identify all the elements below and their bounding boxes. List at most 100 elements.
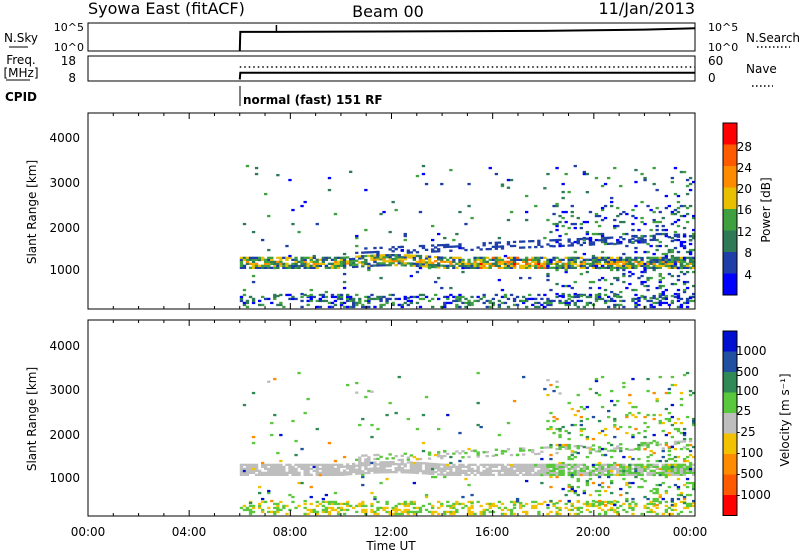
heatmap-cell bbox=[424, 255, 429, 258]
power-ytick-2000: 2000 bbox=[49, 221, 80, 235]
heatmap-cell bbox=[537, 471, 541, 474]
heatmap-cell bbox=[318, 305, 323, 309]
heatmap-cell bbox=[500, 473, 505, 476]
heatmap-cell bbox=[610, 264, 614, 267]
heatmap-cell bbox=[679, 421, 684, 425]
heatmap-cell bbox=[625, 465, 629, 469]
heatmap-cell bbox=[582, 241, 587, 244]
heatmap-cell bbox=[327, 471, 332, 474]
heatmap-cell bbox=[470, 506, 474, 510]
heatmap-cell bbox=[424, 182, 429, 186]
heatmap-cell bbox=[646, 204, 650, 208]
heatmap-cell bbox=[570, 299, 574, 303]
heatmap-cell bbox=[276, 471, 280, 474]
heatmap-cell bbox=[309, 266, 313, 269]
heatmap-cell bbox=[682, 459, 687, 463]
heatmap-cell bbox=[261, 264, 265, 267]
power-ytick-3000: 3000 bbox=[49, 176, 80, 190]
heatmap-cell bbox=[658, 413, 662, 417]
heatmap-cell bbox=[591, 469, 596, 472]
heatmap-cell bbox=[437, 244, 441, 247]
heatmap-cell bbox=[607, 469, 611, 472]
heatmap-cell bbox=[242, 504, 247, 508]
heatmap-cell bbox=[336, 471, 341, 474]
heatmap-cell bbox=[412, 264, 417, 267]
heatmap-cell bbox=[670, 503, 675, 507]
heatmap-cell bbox=[455, 232, 459, 236]
heatmap-cell bbox=[594, 299, 599, 303]
heatmap-cell bbox=[652, 266, 656, 270]
heatmap-cell bbox=[267, 510, 271, 514]
heatmap-cell bbox=[346, 262, 350, 265]
heatmap-cell bbox=[573, 280, 577, 284]
heatmap-cell bbox=[297, 504, 301, 508]
heatmap-cell bbox=[525, 463, 529, 466]
heatmap-cell bbox=[455, 510, 459, 514]
heatmap-cell bbox=[594, 379, 599, 383]
heatmap-cell bbox=[248, 469, 253, 472]
heatmap-cell bbox=[631, 262, 635, 265]
heatmap-cell bbox=[522, 264, 526, 267]
heatmap-cell bbox=[622, 258, 626, 261]
heatmap-cell bbox=[597, 450, 602, 453]
heatmap-cell bbox=[488, 463, 492, 466]
heatmap-cell bbox=[682, 301, 687, 305]
heatmap-cell bbox=[303, 467, 307, 470]
heatmap-cell bbox=[676, 194, 681, 198]
heatmap-cell bbox=[640, 234, 644, 238]
heatmap-cell bbox=[576, 493, 580, 497]
heatmap-cell bbox=[600, 500, 605, 504]
heatmap-cell bbox=[540, 245, 544, 248]
heatmap-cell bbox=[379, 469, 383, 472]
heatmap-cell bbox=[685, 469, 690, 472]
heatmap-cell bbox=[688, 437, 693, 441]
heatmap-cell bbox=[661, 252, 665, 256]
heatmap-cell bbox=[682, 469, 687, 473]
heatmap-cell bbox=[273, 295, 277, 299]
heatmap-cell bbox=[458, 297, 462, 301]
heatmap-cell bbox=[279, 303, 283, 307]
heatmap-cell bbox=[370, 510, 374, 514]
heatmap-cell bbox=[652, 510, 656, 514]
heatmap-cell bbox=[552, 245, 556, 248]
heatmap-cell bbox=[327, 510, 332, 514]
heatmap-cell bbox=[682, 463, 687, 466]
heatmap-cell bbox=[431, 475, 435, 479]
heatmap-cell bbox=[312, 260, 316, 263]
heatmap-cell bbox=[267, 469, 271, 472]
heatmap-cell bbox=[339, 260, 344, 263]
heatmap-cell bbox=[613, 218, 617, 222]
heatmap-cell bbox=[522, 246, 526, 249]
heatmap-cell bbox=[385, 301, 389, 305]
heatmap-cell bbox=[692, 473, 696, 476]
heatmap-cell bbox=[603, 463, 608, 466]
heatmap-cell bbox=[361, 500, 365, 504]
heatmap-cell bbox=[276, 508, 280, 512]
heatmap-cell bbox=[579, 433, 584, 437]
heatmap-cell bbox=[358, 468, 362, 471]
heatmap-cell bbox=[679, 242, 684, 246]
heatmap-cell bbox=[306, 469, 310, 472]
heatmap-cell bbox=[479, 297, 483, 301]
heatmap-cell bbox=[309, 297, 313, 301]
heatmap-cell bbox=[506, 262, 511, 265]
heatmap-cell bbox=[631, 508, 635, 512]
heatmap-cell bbox=[679, 391, 684, 395]
heatmap-cell bbox=[670, 262, 675, 265]
heatmap-cell bbox=[379, 471, 383, 474]
heatmap-cell bbox=[276, 174, 280, 177]
heatmap-cell bbox=[485, 248, 489, 251]
heatmap-cell bbox=[628, 260, 632, 263]
heatmap-cell bbox=[509, 258, 514, 261]
heatmap-cell bbox=[564, 232, 568, 236]
heatmap-cell bbox=[628, 425, 632, 429]
heatmap-cell bbox=[643, 284, 647, 288]
heatmap-cell bbox=[561, 425, 565, 429]
heatmap-cell bbox=[367, 456, 371, 459]
heatmap-cell bbox=[258, 473, 262, 476]
heatmap-cell bbox=[682, 246, 687, 250]
heatmap-cell bbox=[597, 471, 602, 474]
heatmap-cell bbox=[361, 483, 365, 487]
heatmap-cell bbox=[637, 443, 641, 447]
heatmap-cell bbox=[655, 497, 659, 501]
